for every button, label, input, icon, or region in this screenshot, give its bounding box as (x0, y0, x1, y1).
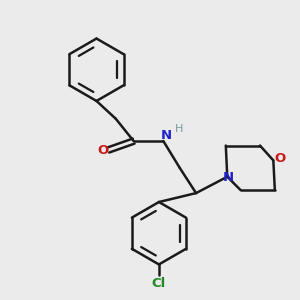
Text: N: N (161, 129, 172, 142)
Text: N: N (223, 171, 234, 184)
Text: H: H (175, 124, 183, 134)
Text: O: O (274, 152, 286, 165)
Text: O: O (98, 143, 109, 157)
Text: Cl: Cl (152, 277, 166, 290)
